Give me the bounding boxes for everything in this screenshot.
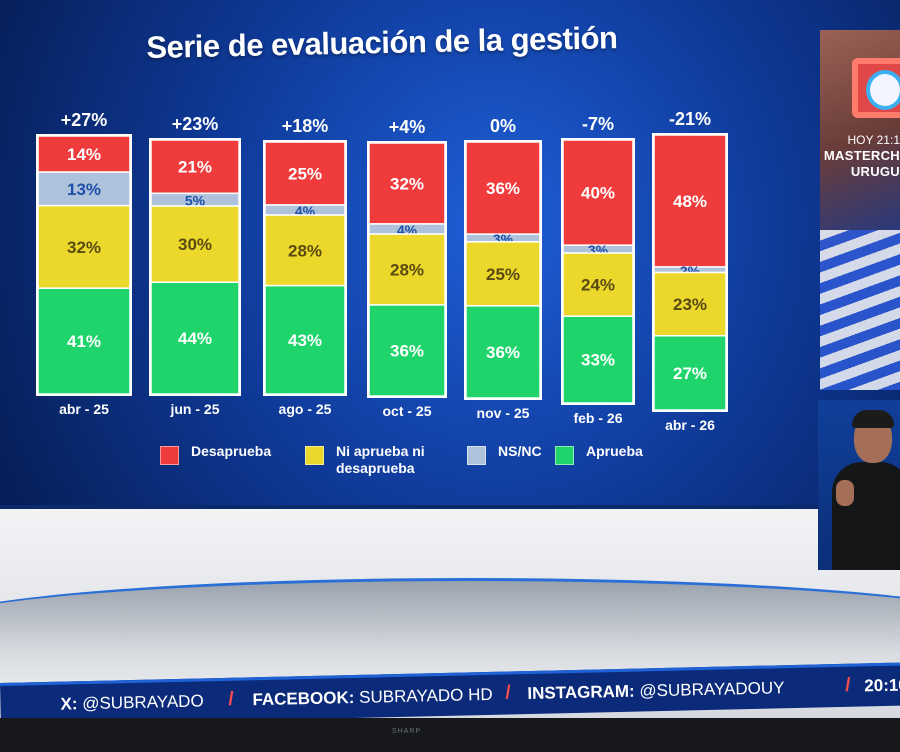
sign-interpreter-hair xyxy=(852,410,894,428)
ticker-x-handle: @SUBRAYADO xyxy=(82,691,204,714)
data-label: 32% xyxy=(67,238,101,257)
data-label: 30% xyxy=(178,235,212,254)
net-label: +18% xyxy=(282,116,329,136)
data-label: 25% xyxy=(288,165,322,184)
ticker-ig-label: INSTAGRAM: xyxy=(527,681,635,704)
category-label: abr - 25 xyxy=(59,401,109,417)
promo-time: HOY 21:1 xyxy=(847,133,900,147)
data-label: 40% xyxy=(581,184,615,203)
ticker-facebook: FACEBOOK: SUBRAYADO HD xyxy=(252,685,493,710)
bar-segment-aprueba xyxy=(653,335,727,411)
data-label: 21% xyxy=(178,158,212,177)
tv-bezel xyxy=(0,718,900,752)
bar-segment-aprueba xyxy=(150,281,240,395)
data-label: 44% xyxy=(178,329,212,348)
ticker-ig-handle: @SUBRAYADOUY xyxy=(639,678,785,701)
category-label: jun - 25 xyxy=(169,401,219,417)
ticker-separator: / xyxy=(505,682,511,704)
channel-logo-eye-icon xyxy=(866,70,900,110)
data-label: 33% xyxy=(581,351,615,370)
data-label: 36% xyxy=(390,341,424,360)
legend-item-nsnc: NS/NC xyxy=(467,443,542,465)
bar-segment-desaprueba xyxy=(562,139,634,246)
sign-interpreter-hand xyxy=(836,480,854,506)
category-label: feb - 26 xyxy=(573,410,622,426)
data-label: 13% xyxy=(67,180,101,199)
net-label: 0% xyxy=(490,116,516,136)
bar-segment-ni-aprueba-ni-desaprueba xyxy=(150,205,240,283)
bar-segment-desaprueba xyxy=(264,141,346,206)
promo-show-line2: URUGU xyxy=(850,164,900,179)
data-label: 41% xyxy=(67,332,101,351)
net-label: -21% xyxy=(669,109,711,129)
data-label: 28% xyxy=(288,241,322,260)
ticker-separator: / xyxy=(845,674,851,696)
bar-segment-desaprueba xyxy=(653,134,727,268)
bar-segment-aprueba xyxy=(264,284,346,395)
net-label: +23% xyxy=(172,114,219,134)
tv-brand-logo: SHARP xyxy=(392,728,422,735)
data-label: 28% xyxy=(390,261,424,280)
category-label: ago - 25 xyxy=(279,401,332,417)
data-label: 27% xyxy=(673,364,707,383)
ticker-separator: / xyxy=(228,688,234,710)
legend-label: Aprueba xyxy=(586,443,643,459)
data-label: 5% xyxy=(185,193,206,209)
sign-interpreter-body xyxy=(832,462,900,570)
bar-segment-ni-aprueba-ni-desaprueba xyxy=(368,233,446,306)
bar-segment-aprueba xyxy=(562,315,634,404)
ticker-x-label: X: xyxy=(60,694,78,714)
bar-segment-ni-aprueba-ni-desaprueba xyxy=(653,271,727,337)
flag-image xyxy=(820,230,900,390)
program-promo: HOY 21:1 MASTERCH URUGU xyxy=(800,132,900,180)
data-label: 23% xyxy=(673,295,707,314)
category-label: oct - 25 xyxy=(382,403,431,419)
legend-item-desaprueba: Desaprueba xyxy=(160,443,271,465)
data-label: 36% xyxy=(486,179,520,198)
net-label: +4% xyxy=(389,117,426,137)
data-label: 43% xyxy=(288,331,322,350)
data-label: 14% xyxy=(67,145,101,164)
ticker-instagram: INSTAGRAM: @SUBRAYADOUY xyxy=(527,678,785,704)
net-label: -7% xyxy=(582,114,614,134)
legend-label: Desaprueba xyxy=(191,443,272,459)
bar-segment-ni-aprueba-ni-desaprueba xyxy=(37,204,131,289)
category-label: nov - 25 xyxy=(477,405,530,421)
ticker-clock: 20:16 xyxy=(864,675,900,696)
bar-segment-aprueba xyxy=(368,304,446,397)
bar-segment-ns-nc xyxy=(37,171,131,207)
ticker-fb-label: FACEBOOK: xyxy=(252,687,355,710)
bar-segment-desaprueba xyxy=(465,141,541,235)
ticker-fb-handle: SUBRAYADO HD xyxy=(358,684,493,707)
legend-swatch xyxy=(160,446,179,465)
data-label: 24% xyxy=(581,276,615,295)
legend-item-aprueba: Aprueba xyxy=(555,443,643,465)
data-label: 25% xyxy=(486,265,520,284)
legend-label: NS/NC xyxy=(498,443,542,459)
bar-segment-desaprueba xyxy=(37,135,131,173)
bar-segment-aprueba xyxy=(465,305,541,399)
bar-segment-desaprueba xyxy=(368,142,446,225)
bar-segment-ni-aprueba-ni-desaprueba xyxy=(264,214,346,287)
legend-label: Ni aprueba ni desaprueba xyxy=(336,443,425,476)
ticker-x: X: @SUBRAYADO xyxy=(60,691,204,714)
promo-show-line1: MASTERCH xyxy=(823,148,900,163)
legend-item-ni-aprueba: Ni aprueba ni desaprueba xyxy=(305,443,425,477)
data-label: 32% xyxy=(390,174,424,193)
net-label: +27% xyxy=(61,110,108,130)
category-label: abr - 26 xyxy=(665,417,715,433)
legend-swatch xyxy=(467,446,486,465)
data-label: 48% xyxy=(673,192,707,211)
legend-swatch xyxy=(305,446,324,465)
bar-segment-aprueba xyxy=(37,287,131,395)
legend-swatch xyxy=(555,446,574,465)
data-label: 36% xyxy=(486,343,520,362)
